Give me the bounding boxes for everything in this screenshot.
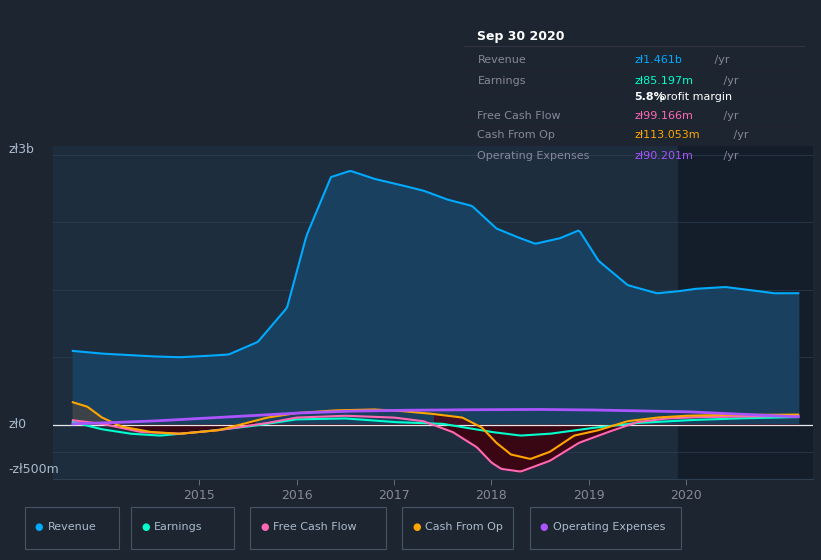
Text: /yr: /yr (720, 76, 739, 86)
Text: Earnings: Earnings (478, 76, 526, 86)
Text: ●: ● (539, 522, 548, 532)
Text: ●: ● (141, 522, 149, 532)
Text: Revenue: Revenue (48, 522, 96, 532)
Text: 5.8%: 5.8% (635, 92, 665, 101)
Text: zł0: zł0 (8, 418, 26, 431)
Text: -zł500m: -zł500m (8, 463, 59, 477)
Text: Cash From Op: Cash From Op (478, 130, 555, 140)
Text: Revenue: Revenue (478, 55, 526, 65)
Text: zł113.053m: zł113.053m (635, 130, 699, 140)
Text: ●: ● (412, 522, 420, 532)
Text: zł90.201m: zł90.201m (635, 151, 693, 161)
Text: /yr: /yr (730, 130, 748, 140)
Text: Earnings: Earnings (154, 522, 203, 532)
Bar (678, 146, 813, 479)
Text: Free Cash Flow: Free Cash Flow (273, 522, 357, 532)
Text: Sep 30 2020: Sep 30 2020 (478, 30, 565, 43)
Text: /yr: /yr (720, 151, 739, 161)
Text: zł3b: zł3b (8, 143, 34, 156)
Text: Operating Expenses: Operating Expenses (553, 522, 665, 532)
Text: Operating Expenses: Operating Expenses (478, 151, 589, 161)
Text: Free Cash Flow: Free Cash Flow (478, 111, 561, 121)
Text: Cash From Op: Cash From Op (425, 522, 503, 532)
Text: zł99.166m: zł99.166m (635, 111, 693, 121)
Text: /yr: /yr (710, 55, 729, 65)
Text: zł1.461b: zł1.461b (635, 55, 682, 65)
Text: profit margin: profit margin (656, 92, 732, 101)
Text: /yr: /yr (720, 111, 739, 121)
Text: ●: ● (260, 522, 268, 532)
Text: zł85.197m: zł85.197m (635, 76, 693, 86)
Text: ●: ● (34, 522, 43, 532)
